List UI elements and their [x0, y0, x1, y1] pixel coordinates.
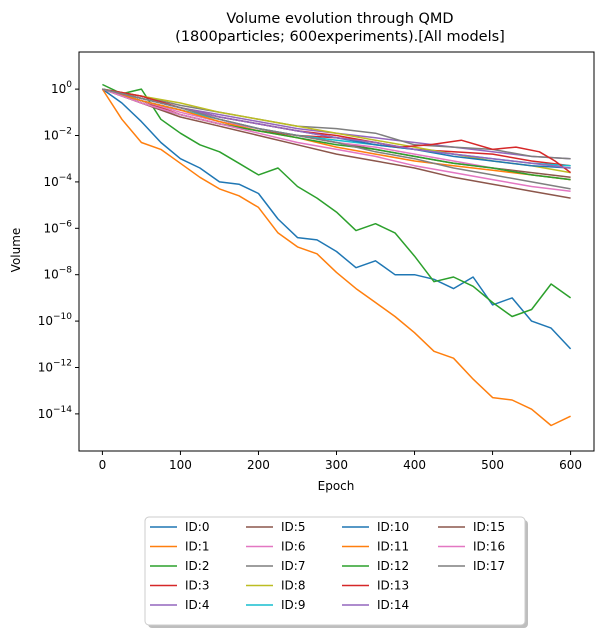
legend-item-0: ID:0: [150, 520, 209, 534]
legend-label: ID:16: [473, 540, 505, 554]
legend-item-2: ID:2: [150, 559, 209, 573]
y-tick-label: 10−4: [43, 173, 72, 189]
legend-label: ID:0: [185, 520, 209, 534]
legend-label: ID:8: [281, 579, 305, 593]
x-tick-label: 100: [169, 458, 192, 472]
legend-item-17: ID:17: [438, 559, 505, 573]
legend: ID:0 ID:1 ID:2 ID:3 ID:4 ID:5 ID:6 ID:7 ID:8 ID:9…: [144, 516, 528, 628]
x-tick-label: 300: [325, 458, 348, 472]
legend-item-15: ID:15: [438, 520, 505, 534]
series-line-12: [102, 88, 571, 181]
y-tick-label: 10−12: [38, 358, 72, 374]
x-tick-label: 600: [559, 458, 582, 472]
legend-item-1: ID:1: [150, 540, 209, 554]
chart-title-line-1: Volume evolution through QMD: [226, 11, 453, 27]
legend-box: [144, 516, 526, 626]
legend-item-7: ID:7: [246, 559, 305, 573]
legend-label: ID:9: [281, 598, 305, 612]
legend-item-6: ID:6: [246, 540, 305, 554]
series-line-6: [102, 88, 571, 181]
legend-label: ID:4: [185, 598, 209, 612]
x-tick-label: 200: [247, 458, 270, 472]
x-axis: 0 100 200 300 400 500 600: [99, 451, 582, 472]
legend-item-16: ID:16: [438, 540, 505, 554]
x-tick-label: 500: [481, 458, 504, 472]
series-line-17: [102, 88, 571, 190]
y-tick-label: 10−14: [38, 405, 73, 421]
legend-label: ID:10: [377, 520, 409, 534]
legend-label: ID:2: [185, 559, 209, 573]
legend-label: ID:6: [281, 540, 305, 554]
legend-label: ID:5: [281, 520, 305, 534]
legend-item-11: ID:11: [342, 540, 409, 554]
y-axis-label: Volume: [9, 228, 23, 273]
legend-item-5: ID:5: [246, 520, 305, 534]
legend-label: ID:7: [281, 559, 305, 573]
x-axis-label: Epoch: [318, 479, 355, 493]
chart-title-line-2: (1800particles; 600experiments).[All mod…: [175, 29, 505, 45]
x-tick-label: 0: [99, 458, 107, 472]
legend-label: ID:1: [185, 540, 209, 554]
legend-label: ID:3: [185, 579, 209, 593]
legend-item-12: ID:12: [342, 559, 409, 573]
y-tick-label: 10−8: [43, 266, 72, 282]
series-line-11: [102, 88, 571, 181]
series-line-15: [102, 88, 571, 199]
legend-item-3: ID:3: [150, 579, 209, 593]
series-line-1: [101, 88, 571, 427]
legend-item-8: ID:8: [246, 579, 305, 593]
y-tick-label: 10−10: [38, 312, 73, 328]
series-line-0: [101, 88, 572, 350]
y-tick-label: 10−6: [43, 219, 72, 235]
y-tick-label: 10−2: [43, 127, 72, 143]
legend-item-9: ID:9: [246, 598, 305, 612]
legend-label: ID:17: [473, 559, 505, 573]
legend-label: ID:11: [377, 540, 409, 554]
series-line-16: [102, 88, 571, 192]
legend-item-10: ID:10: [342, 520, 409, 534]
series-line-2: [102, 83, 572, 318]
series-group: [101, 83, 572, 427]
y-axis: 100 10−2 10−4 10−6 10−8 10−10 10−12 10−14: [38, 80, 79, 421]
legend-label: ID:12: [377, 559, 409, 573]
y-tick-label: 100: [51, 80, 72, 96]
legend-label: ID:15: [473, 520, 505, 534]
legend-label: ID:13: [377, 579, 409, 593]
legend-item-4: ID:4: [150, 598, 209, 612]
legend-item-14: ID:14: [342, 598, 409, 612]
legend-item-13: ID:13: [342, 579, 409, 593]
legend-label: ID:14: [377, 598, 409, 612]
x-tick-label: 400: [403, 458, 426, 472]
